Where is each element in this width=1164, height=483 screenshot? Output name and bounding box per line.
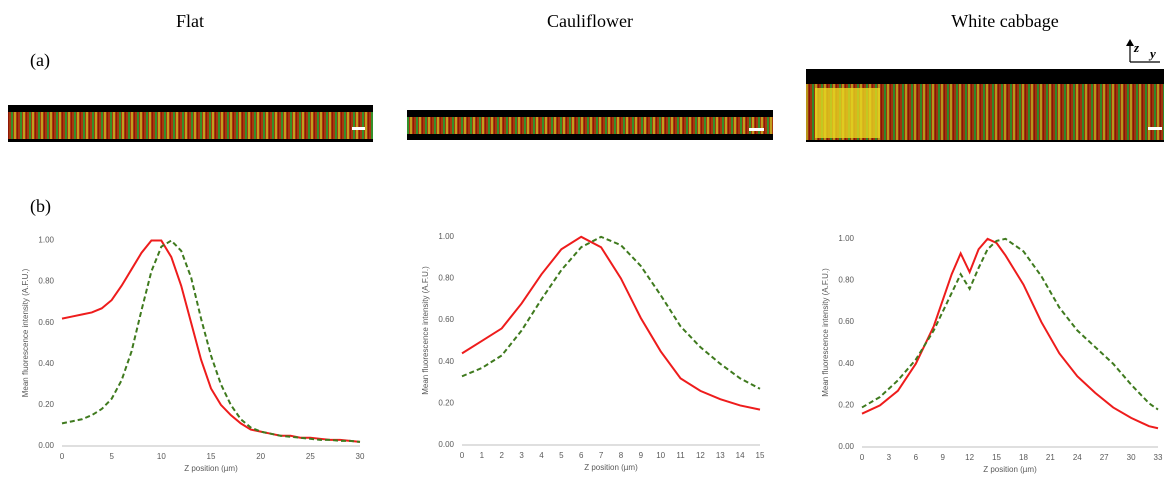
x-tick-label: 27 bbox=[1100, 453, 1109, 462]
x-tick-label: 6 bbox=[579, 451, 584, 460]
panel-label: (a) bbox=[30, 50, 50, 71]
x-tick-label: 2 bbox=[500, 451, 505, 460]
column-title: Cauliflower bbox=[547, 11, 633, 31]
x-tick-label: 10 bbox=[656, 451, 665, 460]
micrograph bbox=[806, 69, 1164, 142]
x-axis-label: Z position (µm) bbox=[184, 464, 238, 473]
x-tick-label: 20 bbox=[256, 452, 265, 461]
y-tick-label: 0.60 bbox=[438, 315, 454, 324]
panel-label: (b) bbox=[30, 196, 51, 217]
y-tick-label: 0.80 bbox=[838, 276, 854, 285]
x-tick-label: 30 bbox=[1127, 453, 1136, 462]
x-tick-label: 12 bbox=[965, 453, 974, 462]
y-tick-label: 0.40 bbox=[38, 359, 54, 368]
data-line bbox=[861, 237, 1159, 430]
y-tick-label: 0.60 bbox=[38, 318, 54, 327]
column-title: White cabbage bbox=[951, 11, 1058, 31]
x-tick-label: 14 bbox=[736, 451, 745, 460]
y-tick-label: 0.60 bbox=[838, 317, 854, 326]
x-tick-label: 4 bbox=[539, 451, 544, 460]
y-tick-label: 0.00 bbox=[38, 441, 54, 450]
y-tick-label: 0.40 bbox=[838, 359, 854, 368]
x-axis-label: Z position (µm) bbox=[584, 463, 638, 472]
x-tick-label: 12 bbox=[696, 451, 705, 460]
x-tick-label: 25 bbox=[306, 452, 315, 461]
data-line bbox=[61, 239, 361, 443]
y-tick-label: 1.00 bbox=[438, 232, 454, 241]
y-axis-label: Mean fluorescence intensity (A.F.U.) bbox=[21, 268, 30, 397]
x-tick-label: 7 bbox=[599, 451, 604, 460]
x-tick-label: 15 bbox=[756, 451, 765, 460]
x-tick-label: 15 bbox=[992, 453, 1001, 462]
x-tick-label: 8 bbox=[619, 451, 624, 460]
y-tick-label: 0.80 bbox=[438, 274, 454, 283]
x-tick-label: 30 bbox=[356, 452, 365, 461]
x-tick-label: 33 bbox=[1154, 453, 1163, 462]
x-tick-label: 21 bbox=[1046, 453, 1055, 462]
data-line bbox=[861, 237, 1159, 411]
y-tick-label: 0.20 bbox=[438, 398, 454, 407]
y-tick-label: 0.20 bbox=[838, 400, 854, 409]
y-tick-label: 0.00 bbox=[438, 440, 454, 449]
y-tick-label: 0.80 bbox=[38, 277, 54, 286]
x-tick-label: 9 bbox=[639, 451, 644, 460]
y-tick-label: 0.40 bbox=[438, 357, 454, 366]
axis-indicator-label: y bbox=[1148, 46, 1156, 61]
y-tick-label: 0.20 bbox=[38, 400, 54, 409]
data-line bbox=[461, 235, 761, 390]
data-line bbox=[461, 235, 761, 411]
x-tick-label: 10 bbox=[157, 452, 166, 461]
x-tick-label: 0 bbox=[460, 451, 465, 460]
x-tick-label: 1 bbox=[480, 451, 485, 460]
x-tick-label: 5 bbox=[109, 452, 114, 461]
y-tick-label: 1.00 bbox=[838, 234, 854, 243]
data-line bbox=[61, 239, 361, 443]
axis-indicator: z y bbox=[1126, 39, 1160, 63]
x-tick-label: 5 bbox=[559, 451, 564, 460]
x-tick-label: 0 bbox=[60, 452, 65, 461]
x-tick-label: 13 bbox=[716, 451, 725, 460]
micrograph bbox=[407, 110, 773, 140]
axis-indicator-label: z bbox=[1133, 40, 1140, 55]
y-axis-label: Mean fluorescence intensity (A.F.U.) bbox=[421, 266, 430, 395]
x-tick-label: 0 bbox=[860, 453, 865, 462]
x-tick-label: 18 bbox=[1019, 453, 1028, 462]
column-title: Flat bbox=[176, 11, 204, 31]
x-tick-label: 3 bbox=[887, 453, 892, 462]
y-tick-label: 1.00 bbox=[38, 236, 54, 245]
x-tick-label: 6 bbox=[914, 453, 919, 462]
micrograph bbox=[8, 105, 373, 142]
x-tick-label: 24 bbox=[1073, 453, 1082, 462]
x-axis-label: Z position (µm) bbox=[983, 465, 1037, 474]
y-tick-label: 0.00 bbox=[838, 442, 854, 451]
x-tick-label: 9 bbox=[941, 453, 946, 462]
x-tick-label: 3 bbox=[519, 451, 524, 460]
x-tick-label: 15 bbox=[207, 452, 216, 461]
y-axis-label: Mean fluorescence intensity (A.F.U.) bbox=[821, 268, 830, 397]
x-tick-label: 11 bbox=[676, 451, 685, 460]
